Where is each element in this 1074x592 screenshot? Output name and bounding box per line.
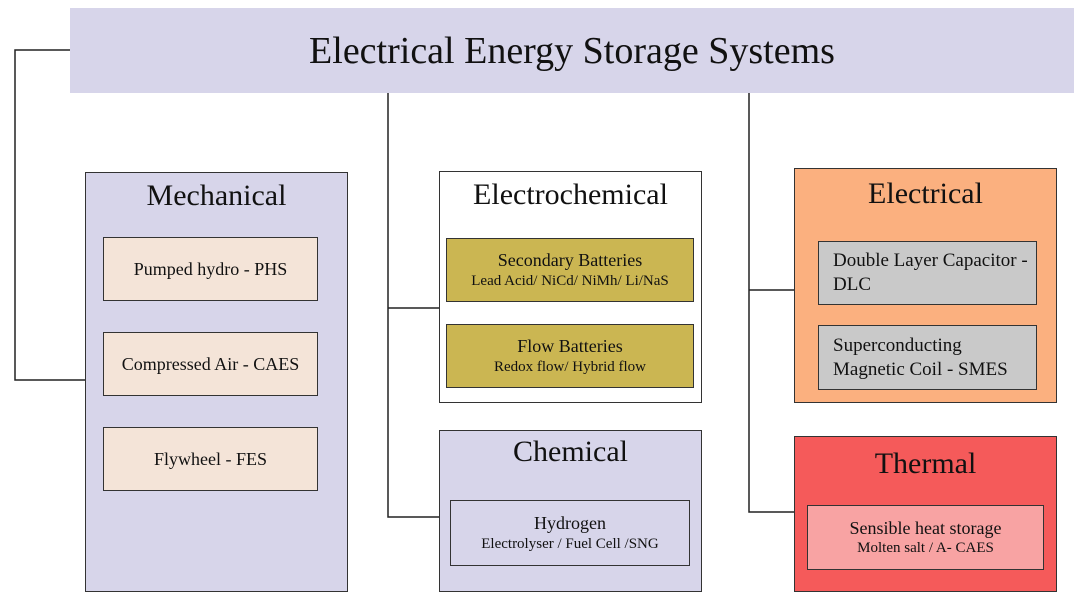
item: Flow Batteries Redox flow/ Hybrid flow [446,324,694,388]
item-name: Double Layer Capacitor - DLC [833,250,1028,295]
group-heading: Electrical [868,177,983,210]
item-name: Flywheel - FES [153,448,267,469]
item-name: Sensible heat storage [849,517,1002,538]
item-detail: Electrolyser / Fuel Cell /SNG [481,535,659,552]
item-name: Hydrogen [534,513,606,534]
item-detail: Redox flow/ Hybrid flow [493,358,647,375]
title: Electrical Energy Storage Systems [70,8,1074,93]
item-name: Flow Batteries [517,336,623,357]
group-heading: Thermal [874,447,977,480]
item-detail: Lead Acid/ NiCd/ NiMh/ Li/NaS [471,272,669,289]
item: Sensible heat storage Molten salt / A- CA… [807,505,1044,570]
item: Flywheel - FES [103,427,318,491]
item-name: Secondary Batteries [497,250,643,271]
item-detail: Molten salt / A- CAES [857,540,994,557]
item: Compressed Air - CAES [103,332,318,396]
connector [387,93,450,518]
item-name: Compressed Air - CAES [121,353,300,374]
item-name: Superconducting Magnetic Coil - SMES [833,334,1008,380]
item: Double Layer Capacitor - DLC [818,241,1037,305]
item-name: Pumped hydro - PHS [133,258,288,279]
group-heading: Chemical [513,435,628,468]
connector [14,49,85,381]
item: Secondary Batteries Lead Acid/ NiCd/ NiMh… [446,238,694,302]
item: Superconducting Magnetic Coil - SMES [818,325,1037,390]
group-heading: Mechanical [146,179,287,212]
item: Hydrogen Electrolyser / Fuel Cell /SNG [450,500,690,566]
item: Pumped hydro - PHS [103,237,318,301]
group-heading: Electrochemical [473,178,668,211]
connector [748,93,807,513]
